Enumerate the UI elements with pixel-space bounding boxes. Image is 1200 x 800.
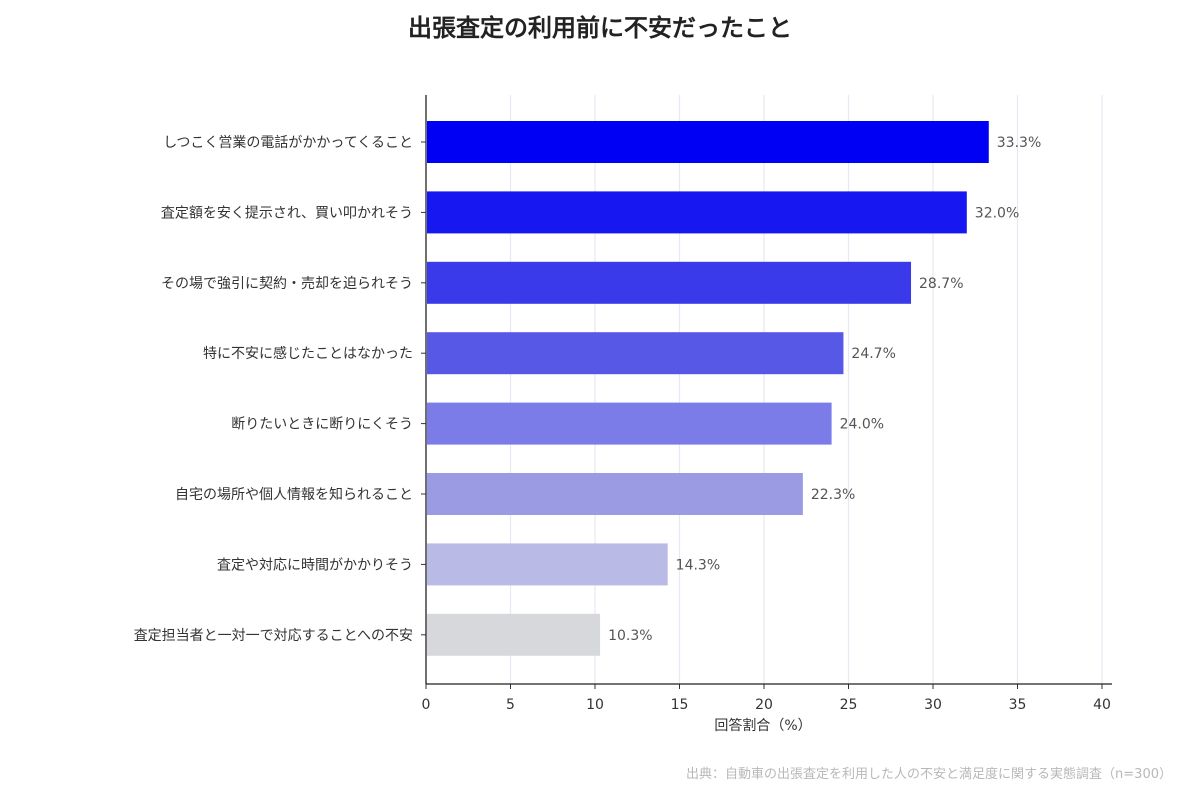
x-tick-label: 35 xyxy=(1009,697,1027,713)
bar xyxy=(427,332,844,375)
bar xyxy=(427,191,967,234)
category-labels: しつこく営業の電話がかかってくること査定額を安く提示され、買い叩かれそうその場で… xyxy=(134,134,413,644)
x-tick-label: 20 xyxy=(755,697,773,713)
category-label: 査定担当者と一対一で対応することへの不安 xyxy=(134,628,413,644)
bar xyxy=(427,121,989,163)
category-label: その場で強引に契約・売却を迫られそう xyxy=(161,276,413,292)
bar xyxy=(427,402,832,445)
value-label: 24.0% xyxy=(840,417,884,433)
bar xyxy=(427,473,803,515)
x-axis-label: 回答割合（%） xyxy=(714,717,811,734)
value-label: 33.3% xyxy=(997,135,1041,151)
x-tick-label: 15 xyxy=(671,697,689,713)
source-note: 出典：自動車の出張査定を利用した人の不安と満足度に関する実態調査（n=300） xyxy=(686,767,1172,782)
bar xyxy=(427,543,668,586)
category-label: 査定や対応に時間がかかりそう xyxy=(217,557,413,573)
category-label: 断りたいときに断りにくそう xyxy=(231,417,413,433)
value-label: 28.7% xyxy=(919,276,963,292)
value-labels: 33.3% 32.0% 28.7% 24.7% 24.0% 22.3% 14.3% 10.3% xyxy=(608,135,1041,644)
chart-title: 出張査定の利用前に不安だったこと xyxy=(408,14,792,42)
category-label: 特に不安に感じたことはなかった xyxy=(203,345,413,362)
x-tick-label: 40 xyxy=(1093,697,1111,713)
x-tick-label: 5 xyxy=(506,697,515,713)
gridlines xyxy=(509,95,1103,684)
category-label: しつこく営業の電話がかかってくること xyxy=(163,134,413,151)
x-tick-label: 30 xyxy=(924,697,942,713)
bar xyxy=(427,261,912,304)
value-label: 10.3% xyxy=(608,628,652,644)
category-label: 査定額を安く提示され、買い叩かれそう xyxy=(161,205,413,221)
category-label: 自宅の場所や個人情報を知られること xyxy=(175,486,413,503)
bars xyxy=(427,121,989,656)
bar xyxy=(427,613,601,656)
x-tick-label: 25 xyxy=(840,697,858,713)
value-label: 32.0% xyxy=(975,205,1019,221)
axes: 0 5 10 15 20 25 30 35 40 xyxy=(421,95,1112,713)
value-label: 22.3% xyxy=(811,487,855,503)
value-label: 24.7% xyxy=(851,346,895,362)
x-tick-label: 10 xyxy=(586,697,604,713)
value-label: 14.3% xyxy=(676,557,720,573)
x-tick-label: 0 xyxy=(422,697,431,713)
